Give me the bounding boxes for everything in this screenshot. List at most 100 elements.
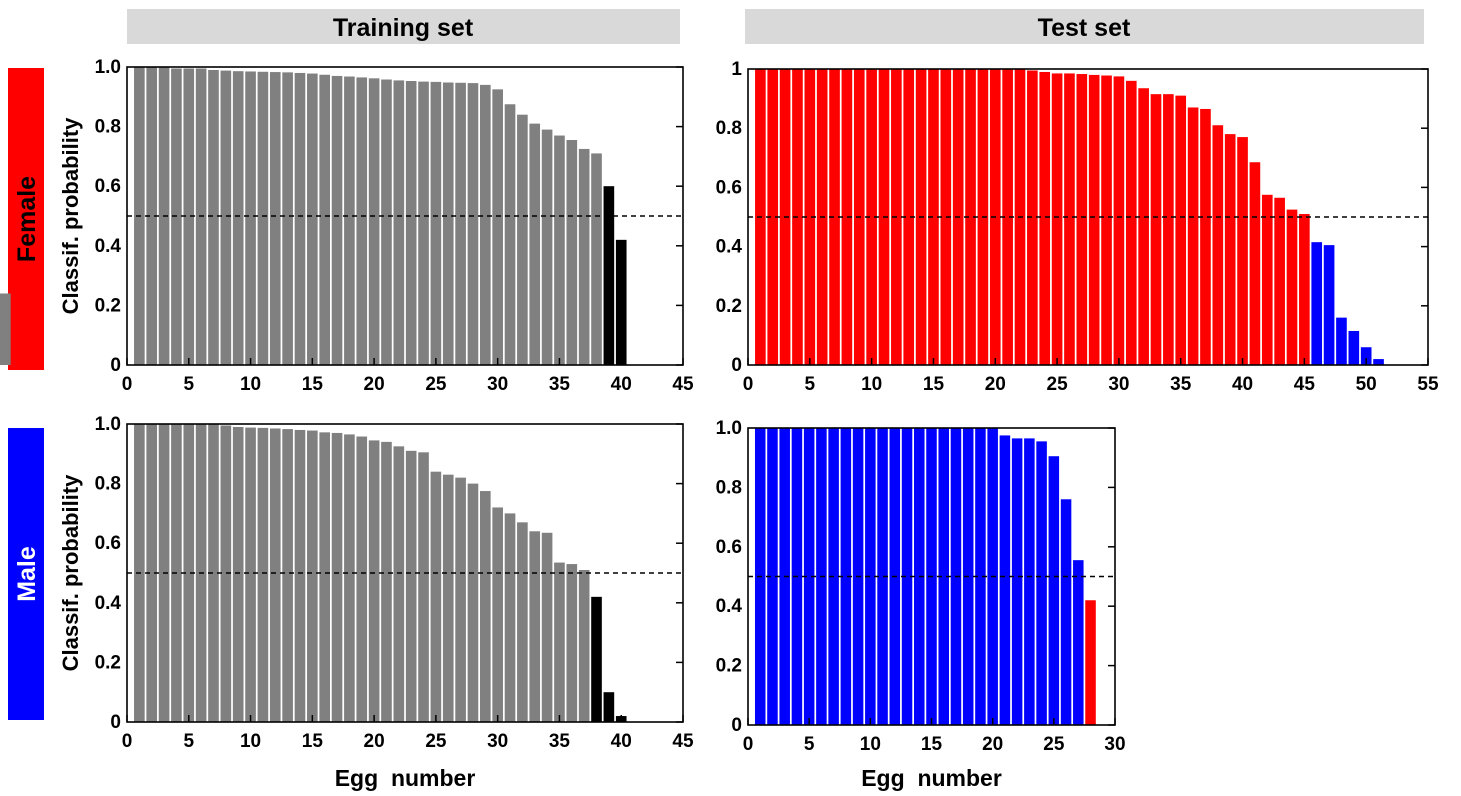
bar <box>1175 95 1187 365</box>
bar <box>541 532 553 722</box>
x-tick-label: 5 <box>183 731 194 752</box>
bar <box>430 471 442 722</box>
x-tick-label: 15 <box>302 374 324 395</box>
bar <box>1088 74 1100 366</box>
y-tick-label: 1 <box>731 59 742 80</box>
bar <box>442 82 454 365</box>
bar <box>0 293 11 365</box>
x-tick-label: 50 <box>1356 374 1377 395</box>
bar <box>344 76 355 365</box>
bar <box>1187 107 1199 365</box>
header-test: Test set <box>1038 14 1131 42</box>
bar <box>282 72 293 365</box>
bar <box>603 692 615 722</box>
bar <box>940 69 952 365</box>
bar <box>368 440 380 722</box>
x-tick-label: 35 <box>549 731 571 752</box>
bar <box>393 446 405 722</box>
bar <box>1274 197 1285 365</box>
bar <box>467 83 479 365</box>
bar <box>578 570 590 722</box>
bar <box>578 148 590 365</box>
y-axis-label: Classif. probability <box>58 117 83 315</box>
x-tick-label: 10 <box>860 734 881 755</box>
bar <box>368 78 380 365</box>
x-tick-label: 20 <box>985 374 1006 395</box>
bar <box>615 239 627 365</box>
bar <box>208 424 219 722</box>
bar <box>208 69 219 365</box>
header-bg-test <box>745 9 1424 44</box>
bar <box>804 69 816 365</box>
bar <box>479 491 491 722</box>
y-tick-label: 0.8 <box>716 477 742 498</box>
bar <box>344 434 355 722</box>
bar <box>999 435 1011 725</box>
y-tick-label: 0.8 <box>95 117 121 138</box>
panel-test-male: 0 5 10 15 20 25 30 0 0.2 0.4 0.6 0.8 1.0 Egg number <box>716 418 1126 791</box>
x-tick-label: 25 <box>425 731 447 752</box>
bar <box>1002 69 1013 365</box>
bar <box>1101 75 1112 366</box>
bar <box>467 483 479 722</box>
bar <box>1150 94 1162 365</box>
bar <box>492 89 503 365</box>
x-tick-label: 25 <box>1043 734 1065 755</box>
y-tick-label: 0.2 <box>95 295 121 316</box>
y-tick-label: 0 <box>731 355 742 376</box>
y-tick-label: 0.2 <box>95 652 121 673</box>
x-tick-label: 0 <box>743 734 754 755</box>
bar <box>455 82 466 365</box>
x-tick-label: 35 <box>549 374 571 395</box>
bar <box>901 428 913 725</box>
x-tick-label: 5 <box>805 374 816 395</box>
bar <box>282 429 293 722</box>
bar <box>331 432 343 722</box>
x-tick-label: 10 <box>861 374 882 395</box>
x-tick-label: 35 <box>1170 374 1192 395</box>
x-tick-label: 45 <box>672 731 694 752</box>
bar <box>566 564 578 722</box>
x-tick-label: 45 <box>1294 374 1316 395</box>
bar <box>1027 70 1038 365</box>
x-tick-label: 55 <box>1417 374 1439 395</box>
bar <box>393 80 405 365</box>
x-tick-label: 5 <box>804 734 815 755</box>
bar <box>220 70 232 366</box>
y-tick-label: 0 <box>731 715 742 736</box>
y-tick-label: 0 <box>110 712 121 733</box>
bar <box>1261 194 1273 365</box>
bar <box>381 79 392 366</box>
x-tick-label: 45 <box>672 374 694 395</box>
bar <box>554 562 565 722</box>
bar <box>591 596 602 722</box>
bar <box>405 81 417 366</box>
bar <box>405 450 417 722</box>
bar <box>603 186 615 365</box>
bar <box>803 428 815 725</box>
header-bg-training <box>127 9 680 44</box>
x-tick-label: 0 <box>122 731 133 752</box>
bar <box>1286 209 1298 365</box>
bar <box>1348 330 1360 365</box>
y-tick-label: 0.6 <box>716 177 742 198</box>
bar <box>232 71 244 365</box>
x-tick-label: 40 <box>611 731 632 752</box>
y-tick-label: 0.8 <box>95 474 121 495</box>
row-bg-female <box>8 68 44 370</box>
y-tick-label: 0.4 <box>95 236 122 257</box>
bar <box>504 104 516 365</box>
y-tick-label: 1.0 <box>95 57 121 78</box>
bar <box>319 74 331 366</box>
bar <box>1085 600 1096 725</box>
bar <box>1373 359 1384 365</box>
bar <box>1224 134 1236 365</box>
x-tick-label: 25 <box>1047 374 1069 395</box>
panel-training-female: 0 5 10 15 20 25 30 35 40 45 0 0.2 0.4 0.6 0.8 1.0 Classi… <box>0 57 694 395</box>
bar <box>928 69 939 365</box>
y-tick-label: 0.6 <box>716 537 742 558</box>
x-axis-label: Egg number <box>335 765 476 791</box>
x-tick-label: 15 <box>302 731 324 752</box>
bar <box>1036 441 1047 725</box>
y-tick-label: 0.2 <box>716 656 742 677</box>
